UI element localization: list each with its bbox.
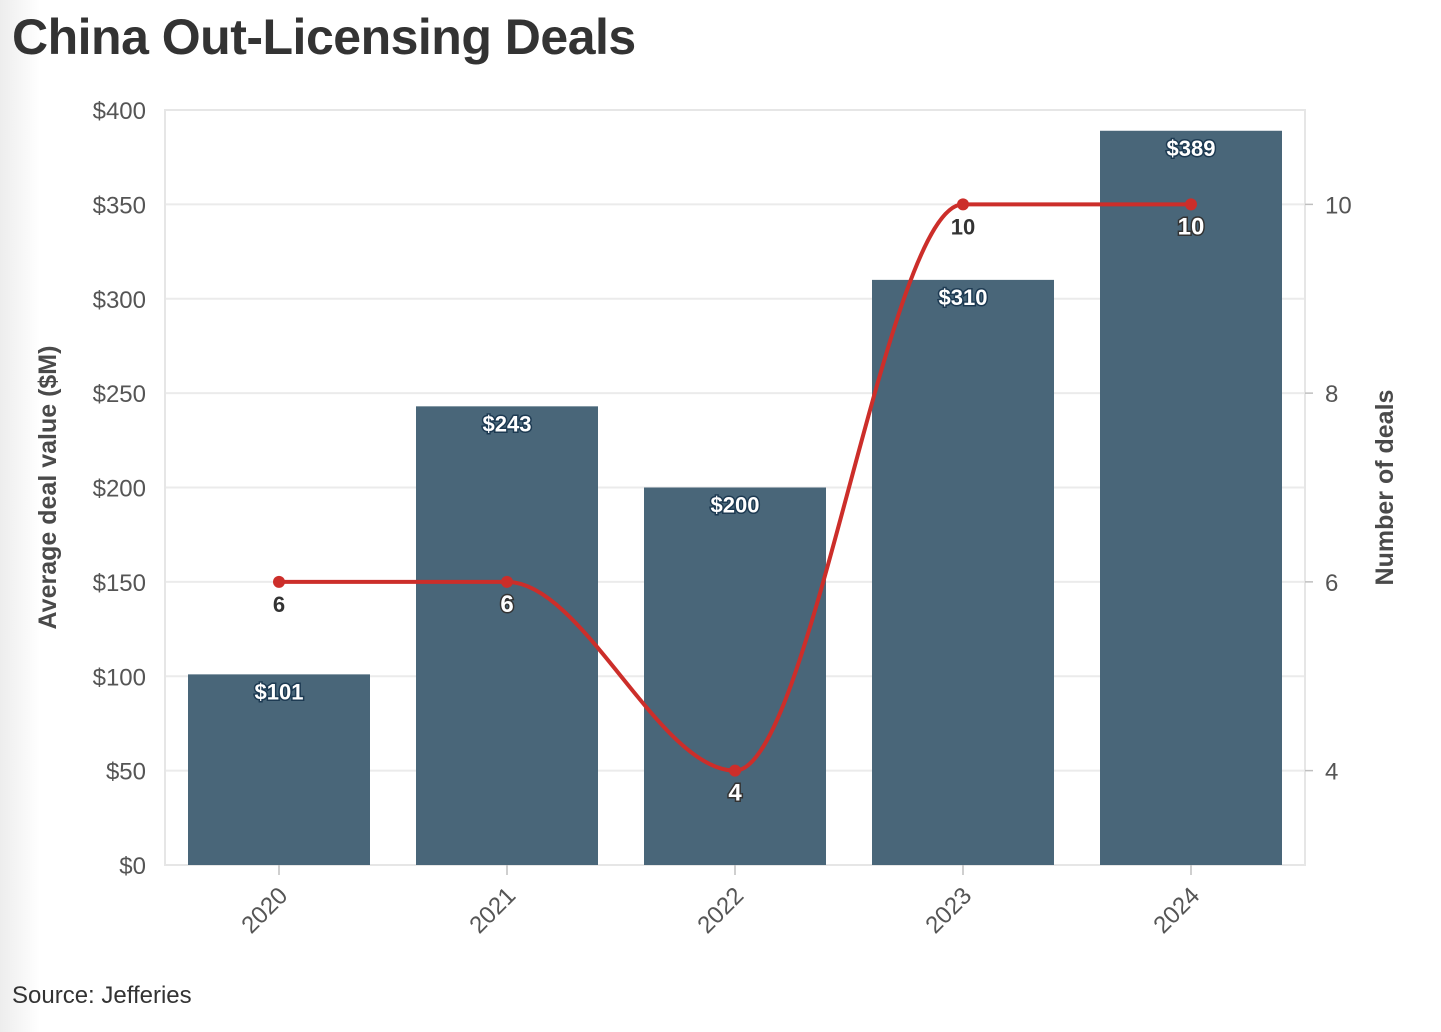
bar	[872, 279, 1054, 865]
chart-title: China Out-Licensing Deals	[12, 9, 636, 65]
deal-count-label: 10	[1178, 213, 1205, 240]
y-axis-title: Average deal value ($M)	[34, 346, 62, 630]
y-tick-label: $400	[93, 98, 146, 125]
y2-tick-label: 4	[1325, 759, 1338, 786]
x-tick-label: 2024	[1148, 882, 1205, 939]
deal-count-label: 10	[951, 214, 975, 239]
x-tick-label: 2023	[920, 882, 977, 939]
bar-value-label: $389	[1167, 136, 1216, 161]
y-tick-label: $150	[93, 570, 146, 597]
bar-value-label: $200	[711, 493, 760, 518]
deal-count-label: 6	[500, 591, 513, 618]
y2-tick-label: 10	[1325, 192, 1352, 219]
deal-count-label: 6	[273, 592, 285, 617]
data-labels: $101 $243 $200 $310 $389 6 6 4 10 10	[253, 134, 1217, 808]
bar	[644, 487, 826, 865]
y-tick-label: $350	[93, 192, 146, 219]
y-tick-label: $100	[93, 664, 146, 691]
y-tick-label: $200	[93, 476, 146, 503]
deal-count-point	[501, 575, 513, 588]
x-tick-label: 2021	[464, 882, 521, 939]
bar	[416, 406, 598, 865]
y-tick-label: $250	[93, 381, 146, 408]
deal-count-curve	[279, 202, 1191, 773]
deal-count-point	[1185, 198, 1197, 211]
x-tick-label: 2022	[692, 882, 749, 939]
bar	[188, 674, 370, 865]
source-note: Source: Jefferies	[12, 982, 192, 1009]
y2-tick-label: 8	[1325, 381, 1338, 408]
bars	[188, 130, 1282, 865]
x-tick-label: 2020	[236, 882, 293, 939]
bar-value-label: $243	[483, 411, 532, 436]
y2-axis-title: Number of deals	[1371, 390, 1399, 586]
y-tick-label: $50	[106, 759, 146, 786]
deal-count-point	[273, 575, 285, 588]
bar-value-label: $101	[255, 679, 304, 704]
y2-tick-label: 6	[1325, 570, 1338, 597]
deal-count-line	[273, 198, 1197, 777]
deal-count-point	[957, 198, 969, 211]
deal-count-label: 4	[728, 780, 742, 807]
left-edge-shadow	[0, 0, 40, 1032]
bar-value-label: $310	[939, 285, 988, 310]
y-tick-label: $0	[119, 853, 146, 880]
deal-count-point	[729, 764, 741, 777]
bar	[1100, 130, 1282, 865]
y-tick-label: $300	[93, 287, 146, 314]
